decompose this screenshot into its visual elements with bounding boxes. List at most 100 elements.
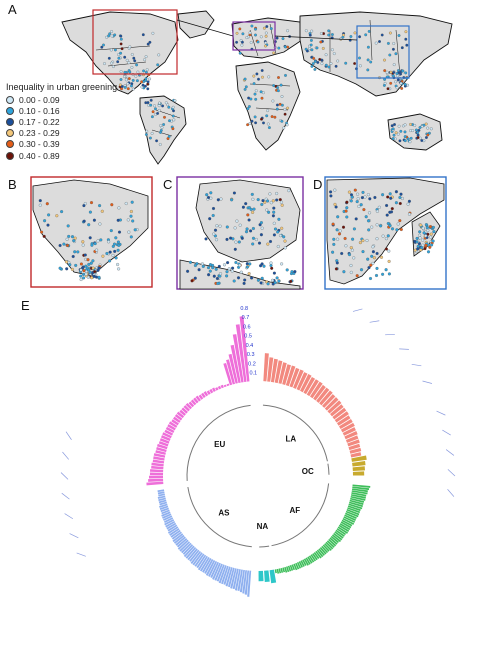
bar-eu <box>151 465 164 470</box>
city-dot <box>369 60 373 64</box>
bar-af <box>324 543 332 551</box>
bar-af <box>351 490 368 495</box>
city-dot <box>248 122 252 126</box>
bar-as <box>164 519 175 526</box>
city-dot <box>129 235 133 239</box>
region-arc-na <box>259 545 270 548</box>
city-dot <box>277 279 281 283</box>
city-dot <box>208 269 212 273</box>
bar-af <box>276 568 280 574</box>
city-dot <box>105 251 109 256</box>
city-dot <box>95 248 99 252</box>
legend-item: 0.30 - 0.39 <box>6 139 156 150</box>
legend-swatch <box>6 117 14 126</box>
city-dot <box>145 68 149 72</box>
legend-item: 0.10 - 0.16 <box>6 105 156 116</box>
city-dot <box>58 243 62 248</box>
region-label: NA <box>257 522 269 531</box>
legend-swatch <box>6 95 14 104</box>
city-dot <box>156 111 160 115</box>
city-dot <box>206 195 211 200</box>
city-dot <box>382 83 386 87</box>
bar-la <box>313 384 326 401</box>
bar-as <box>204 559 214 574</box>
city-dot <box>383 58 386 62</box>
bar-af <box>313 552 320 560</box>
bar-as <box>234 569 241 591</box>
city-dot <box>148 77 152 81</box>
city-dot <box>276 230 280 234</box>
bar-eu <box>226 383 230 387</box>
bar-as <box>187 548 198 561</box>
city-dot <box>309 43 313 47</box>
bar-eu <box>239 316 250 382</box>
city-dot <box>426 126 430 130</box>
city-dot <box>373 195 377 200</box>
bar-eu <box>206 390 211 395</box>
city-dot <box>327 29 331 33</box>
city-dot <box>267 126 271 130</box>
city-dot <box>160 126 164 129</box>
city-dot <box>268 239 273 244</box>
bar-af <box>352 486 370 491</box>
city-dot <box>157 104 161 108</box>
city-dot <box>271 214 275 218</box>
city-dot <box>87 268 91 272</box>
city-dot <box>214 238 219 242</box>
city-dot <box>110 203 114 207</box>
city-dot <box>386 195 390 199</box>
bar-af <box>315 550 322 559</box>
city-dot <box>82 204 86 208</box>
city-dot <box>386 221 390 226</box>
city-dot <box>247 218 251 222</box>
bar-eu <box>156 443 168 450</box>
city-dot <box>400 86 404 90</box>
city-dot <box>415 236 419 240</box>
city-dot <box>332 242 336 246</box>
city-dot <box>367 211 372 215</box>
city-dot <box>271 99 275 103</box>
city-dot <box>241 205 245 209</box>
bar-as <box>208 561 218 577</box>
bar-as <box>160 507 169 513</box>
bar-la <box>274 360 283 384</box>
city-dot <box>394 201 398 205</box>
city-dot <box>112 242 117 246</box>
city-dot <box>282 126 286 130</box>
city-dot <box>130 200 134 204</box>
bar-la <box>322 394 336 408</box>
city-dot <box>381 193 385 197</box>
city-dot <box>396 132 400 136</box>
city-dot <box>387 259 391 263</box>
city-dot <box>232 191 236 195</box>
panel-label-c: C <box>163 177 173 192</box>
city-dot <box>272 233 276 237</box>
city-dot <box>269 201 273 205</box>
city-dot <box>117 56 121 60</box>
city-dot <box>413 124 417 127</box>
city-dot <box>45 202 49 206</box>
city-dot <box>119 78 123 81</box>
city-dot <box>73 250 77 254</box>
city-dot <box>364 215 368 219</box>
city-dot <box>111 253 115 257</box>
city-dot <box>264 31 268 35</box>
city-dot <box>285 123 289 127</box>
city-dot <box>89 261 93 265</box>
city-dot <box>251 242 255 246</box>
bar-af <box>343 516 356 523</box>
city-dot <box>42 234 46 238</box>
city-dot <box>93 270 97 274</box>
city-dot <box>286 106 290 110</box>
city-dot <box>70 267 74 271</box>
city-dot <box>313 67 317 71</box>
city-dot <box>117 267 121 271</box>
city-dot <box>405 43 409 47</box>
city-dot <box>108 250 112 254</box>
city-dot <box>253 92 257 96</box>
bar-eu <box>215 387 219 391</box>
city-dot <box>398 195 402 200</box>
city-dot <box>120 85 124 88</box>
city-dot <box>105 35 109 39</box>
city-dot <box>262 121 265 125</box>
